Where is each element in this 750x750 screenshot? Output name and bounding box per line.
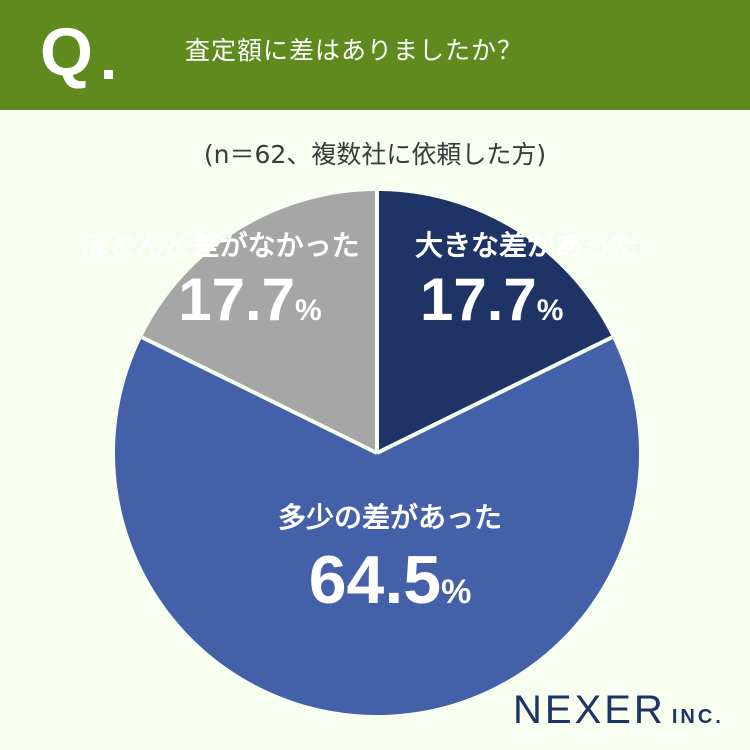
question-header: Q 査定額に差はありましたか？ <box>0 0 750 110</box>
pie-slice-large-diff <box>377 191 613 453</box>
slice-name-large-diff: 大きな差があった <box>415 229 640 262</box>
slice-divider <box>141 335 378 455</box>
slice-label-no-diff: ほとんど差がなかった 17.7% <box>70 232 370 330</box>
percent-symbol: % <box>536 294 564 327</box>
slice-value-no-diff: 17.7 <box>178 266 296 333</box>
slice-label-large-diff: 大きな差があった 17.7% <box>380 232 660 330</box>
slice-name-some-diff: 多少の差があった <box>277 501 502 534</box>
question-text: 査定額に差はありましたか？ <box>185 36 524 65</box>
pie-slice-some-diff <box>114 337 640 715</box>
pie-slice-no-diff <box>141 191 377 453</box>
q-mark: Q <box>40 14 93 90</box>
slice-percent-no-diff: 17.7% <box>130 270 370 330</box>
percent-symbol: % <box>441 573 472 611</box>
sample-size-note: (n＝62、複数社に依頼した方) <box>203 140 547 169</box>
slice-percent-large-diff: 17.7% <box>420 270 660 330</box>
logo-main: NEXER <box>513 688 666 732</box>
q-dot-icon <box>104 70 113 79</box>
slice-name-no-diff: ほとんど差がなかった <box>80 229 360 262</box>
percent-symbol: % <box>295 294 322 327</box>
slice-percent-some-diff: 64.5% <box>240 546 540 614</box>
slice-value-large-diff: 17.7 <box>420 266 537 333</box>
company-logo: NEXER INC. <box>513 690 724 730</box>
logo-sub: INC. <box>671 706 724 728</box>
slice-label-some-diff: 多少の差があった 64.5% <box>240 501 540 615</box>
slice-value-some-diff: 64.5 <box>308 542 442 618</box>
slice-divider <box>376 335 613 455</box>
